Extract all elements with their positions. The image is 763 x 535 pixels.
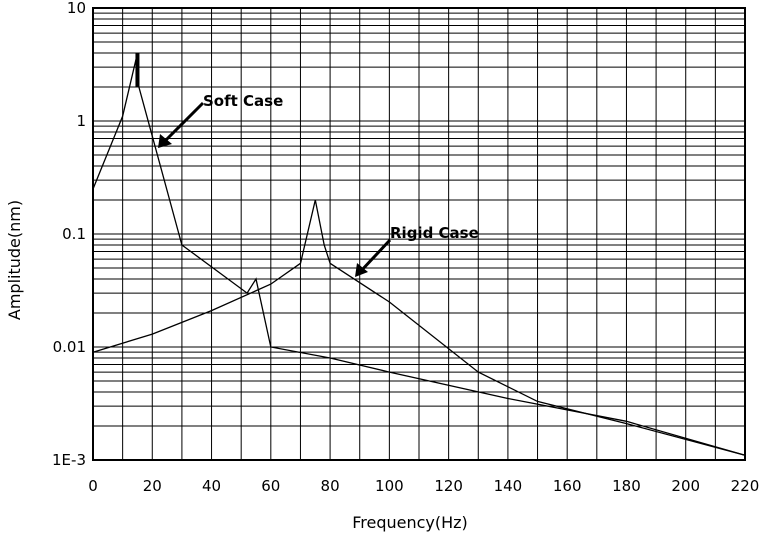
grid [93,8,745,460]
x-axis-label: Frequency(Hz) [352,513,468,532]
x-tick-label: 220 [731,477,760,495]
x-tick-label: 160 [553,477,582,495]
x-tick-label: 20 [143,477,162,495]
series-layer [92,52,746,456]
y-tick-label: 0.1 [62,225,86,243]
x-tick-label: 60 [261,477,280,495]
annotation-rigid-case-arrowhead [355,263,368,277]
tick-labels: 0 20 40 60 80 100 120 140 160 180 200 220 1E-3 0.01 0.… [52,0,759,495]
x-tick-label: 0 [88,477,98,495]
annotations: Soft Case Rigid Case [158,92,479,277]
x-tick-label: 100 [375,477,404,495]
x-tick-label: 40 [202,477,221,495]
y-axis-label: Amplitude(nm) [5,200,24,320]
plot-frame [92,7,746,461]
x-tick-label: 200 [671,477,700,495]
y-tick-label: 10 [67,0,86,17]
y-tick-label: 1E-3 [52,451,86,469]
annotation-soft-case-arrow [161,101,205,145]
x-tick-label: 80 [321,477,340,495]
annotation-soft-case: Soft Case [203,92,283,110]
x-tick-label: 120 [434,477,463,495]
annotation-rigid-case: Rigid Case [390,224,479,242]
annotation-rigid-case-arrow [358,238,392,274]
x-tick-label: 140 [494,477,523,495]
x-tick-label: 180 [612,477,641,495]
y-tick-label: 1 [76,112,86,130]
series-rigid-case [92,199,746,456]
y-tick-label: 0.01 [53,338,86,356]
annotation-soft-case-arrowhead [158,134,172,148]
